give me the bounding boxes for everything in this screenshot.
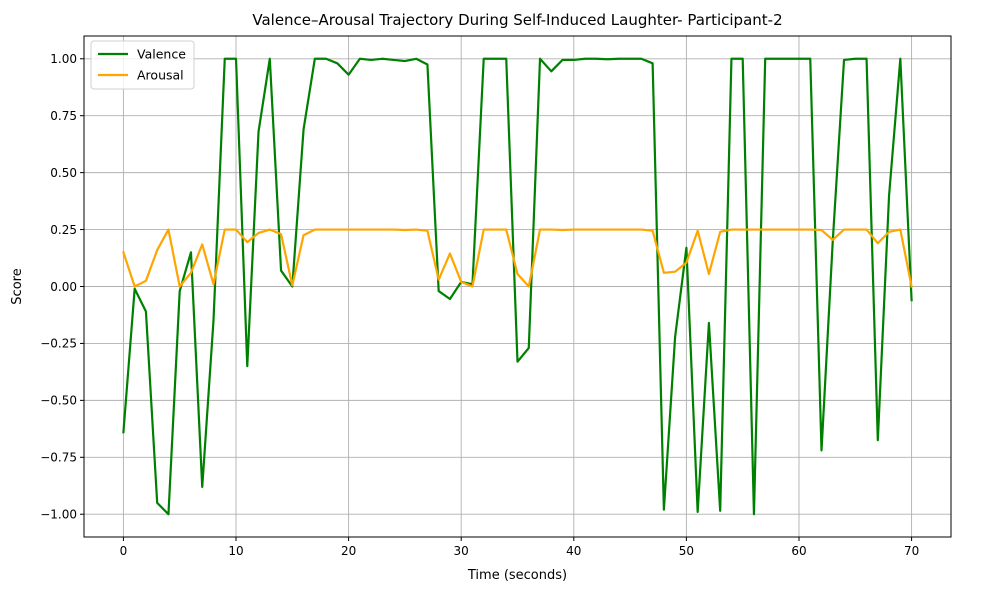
x-tick-label: 40 (566, 544, 581, 558)
legend-label-arousal: Arousal (137, 68, 184, 83)
y-tick-label: 0.00 (50, 280, 77, 294)
x-tick-label: 60 (791, 544, 806, 558)
x-tick-label: 70 (904, 544, 919, 558)
y-tick-label: 0.75 (50, 109, 77, 123)
x-tick-label: 50 (679, 544, 694, 558)
x-axis-label: Time (seconds) (467, 568, 567, 583)
legend: Valence Arousal (90, 40, 195, 90)
y-tick-label: 0.25 (50, 223, 77, 237)
x-tick-label: 20 (341, 544, 356, 558)
x-tick-label: 10 (228, 544, 243, 558)
y-tick-label: −0.50 (40, 394, 77, 408)
y-tick-label: 0.50 (50, 166, 77, 180)
legend-label-valence: Valence (137, 47, 186, 62)
x-tick-label: 0 (120, 544, 128, 558)
y-tick-label: −0.25 (40, 337, 77, 351)
series-line-valence (122, 57, 913, 516)
y-tick-label: 1.00 (50, 52, 77, 66)
series-lines (122, 57, 913, 516)
x-tick-label: 30 (454, 544, 469, 558)
x-axis-ticks: 0 10 20 30 40 50 60 70 (120, 537, 919, 558)
y-axis-ticks: −1.00 −0.75 −0.50 −0.25 0.00 0.25 0.50 0.75 1.00 (40, 52, 84, 522)
series-line-arousal (122, 228, 913, 288)
y-tick-label: −0.75 (40, 451, 77, 465)
chart-title: Valence–Arousal Trajectory During Self-I… (252, 11, 782, 29)
y-tick-label: −1.00 (40, 508, 77, 522)
y-axis-label: Score (10, 268, 25, 304)
